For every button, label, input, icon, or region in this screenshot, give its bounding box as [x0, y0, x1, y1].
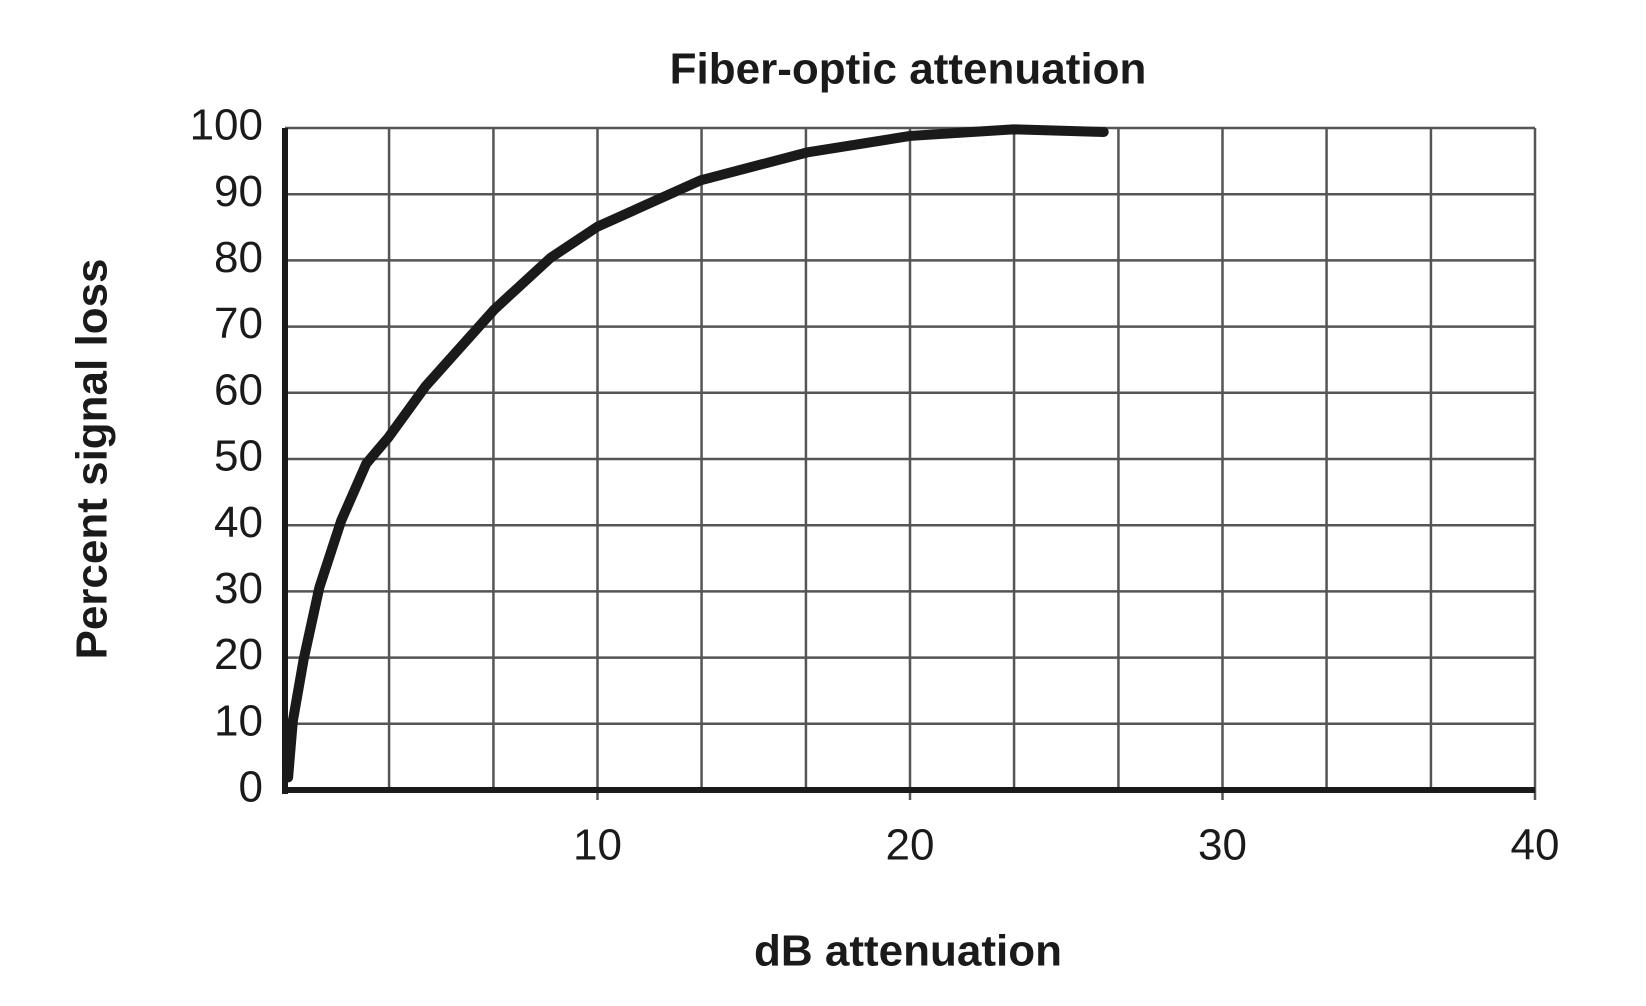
y-axis-label: Percent signal loss: [68, 258, 117, 659]
y-tick-label: 80: [214, 233, 263, 282]
y-tick-label: 40: [214, 498, 263, 547]
y-tick-label: 50: [214, 432, 263, 481]
y-tick-label: 100: [190, 101, 263, 150]
x-tick-label: 30: [1198, 821, 1247, 870]
x-tick-label: 10: [573, 821, 622, 870]
x-axis-label: dB attenuation: [754, 927, 1062, 976]
y-tick-label: 0: [239, 763, 263, 812]
y-tick-label: 10: [214, 696, 263, 745]
chart-title: Fiber-optic attenuation: [670, 45, 1147, 94]
x-tick-label: 20: [886, 821, 935, 870]
x-tick-label: 40: [1511, 821, 1560, 870]
y-tick-label: 90: [214, 167, 263, 216]
y-tick-label: 30: [214, 564, 263, 613]
y-tick-label: 20: [214, 630, 263, 679]
y-tick-label: 70: [214, 299, 263, 348]
y-tick-label: 60: [214, 365, 263, 414]
line: [283, 124, 1109, 783]
